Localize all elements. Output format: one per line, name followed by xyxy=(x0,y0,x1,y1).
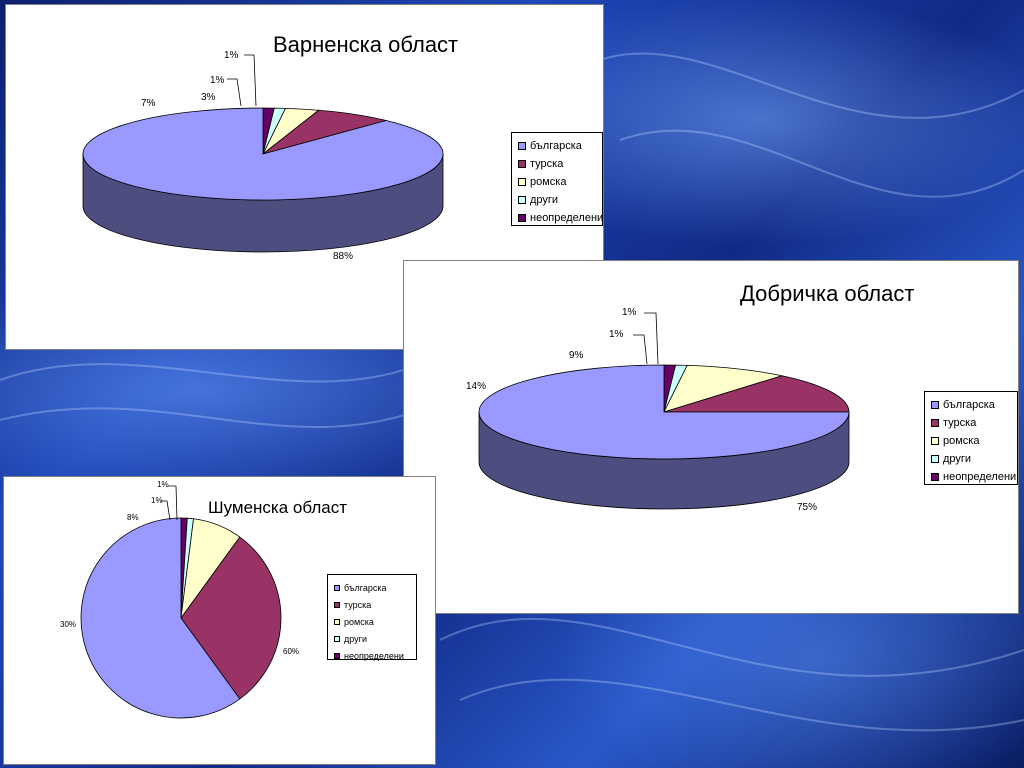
legend-label-turkish: турска xyxy=(530,158,564,170)
chart-title-dobrich: Добричка област xyxy=(740,281,915,306)
legend-label-turkish: турска xyxy=(344,599,372,610)
pie-chart-dobrich xyxy=(478,312,850,510)
data-label-undetermined: 1% xyxy=(224,50,239,61)
legend-label-bulgarian: българска xyxy=(943,399,995,411)
legend-swatch-turkish xyxy=(518,160,526,168)
chart-legend-shumen: българска турска ромска други неопределени xyxy=(327,574,417,661)
pie-slice-roma xyxy=(663,364,783,413)
legend-swatch-other xyxy=(931,455,939,463)
data-label-other: 1% xyxy=(609,329,624,340)
data-label-bulgarian: 60% xyxy=(283,647,300,656)
legend-item-bulgarian: българска xyxy=(931,396,1017,414)
legend-label-roma: ромска xyxy=(344,616,374,627)
chart-panel-shumen: Шуменска област 60% 30% 8% 1% 1% българска ту… xyxy=(3,476,436,765)
legend-item-undetermined: неопределени xyxy=(518,209,604,227)
pie-slice-bulgarian xyxy=(82,107,444,201)
pie-slice-turkish xyxy=(180,536,282,700)
legend-label-bulgarian: българска xyxy=(344,582,387,593)
legend-swatch-other xyxy=(334,635,340,642)
legend-label-undetermined: неопределени xyxy=(344,650,404,661)
leader-line-undetermined xyxy=(644,312,659,365)
data-label-other: 1% xyxy=(151,496,163,505)
legend-label-other: други xyxy=(344,633,367,644)
leader-line-other xyxy=(633,334,648,365)
leader-line-other xyxy=(161,500,171,521)
legend-label-roma: ромска xyxy=(530,176,567,188)
legend-swatch-roma xyxy=(931,437,939,445)
pie-slice-bulgarian xyxy=(80,517,241,719)
chart-title-shumen: Шуменска област xyxy=(208,498,347,517)
legend-item-bulgarian: българска xyxy=(334,579,416,596)
legend-label-undetermined: неопределени xyxy=(530,212,604,224)
data-label-bulgarian: 75% xyxy=(797,502,818,513)
data-label-undetermined: 1% xyxy=(157,480,169,489)
legend-item-other: други xyxy=(931,450,1017,468)
legend-item-other: други xyxy=(334,630,416,647)
legend-swatch-bulgarian xyxy=(931,401,939,409)
legend-label-undetermined: неопределени xyxy=(943,471,1017,483)
legend-item-roma: ромска xyxy=(931,432,1017,450)
legend-label-roma: ромска xyxy=(943,435,980,447)
legend-item-undetermined: неопределени xyxy=(931,468,1017,486)
data-label-roma: 9% xyxy=(569,350,584,361)
pie-slice-bulgarian xyxy=(478,364,850,460)
legend-swatch-undetermined xyxy=(931,473,939,481)
legend-label-other: други xyxy=(943,453,972,465)
legend-item-roma: ромска xyxy=(518,173,602,191)
data-label-turkish: 7% xyxy=(141,98,156,109)
leader-line-undetermined xyxy=(168,485,178,521)
data-label-bulgarian: 88% xyxy=(333,251,354,262)
legend-swatch-turkish xyxy=(334,601,340,608)
chart-panel-dobrich: Добричка област 75% 14% 9% 1% 1% българска ту… xyxy=(403,260,1019,614)
legend-swatch-roma xyxy=(334,618,340,625)
legend-item-undetermined: неопределени xyxy=(334,647,416,664)
data-label-other: 1% xyxy=(210,75,225,86)
legend-swatch-roma xyxy=(518,178,526,186)
legend-swatch-other xyxy=(518,196,526,204)
data-label-roma: 8% xyxy=(127,513,139,522)
data-label-turkish: 14% xyxy=(466,381,487,392)
legend-item-turkish: турска xyxy=(334,596,416,613)
legend-item-bulgarian: българска xyxy=(518,137,602,155)
chart-legend-varna: българска турска ромска други неопределени xyxy=(511,132,603,226)
legend-item-other: други xyxy=(518,191,602,209)
legend-swatch-undetermined xyxy=(334,652,340,659)
legend-label-turkish: турска xyxy=(943,417,977,429)
pie-chart-varna xyxy=(82,54,444,253)
legend-swatch-bulgarian xyxy=(334,584,340,591)
chart-legend-dobrich: българска турска ромска други неопределени xyxy=(924,391,1018,485)
legend-item-turkish: турска xyxy=(931,414,1017,432)
chart-title-varna: Варненска област xyxy=(273,32,459,57)
data-label-roma: 3% xyxy=(201,92,216,103)
leader-line-undetermined xyxy=(244,54,257,107)
data-label-undetermined: 1% xyxy=(622,307,637,318)
legend-swatch-undetermined xyxy=(518,214,526,222)
legend-label-bulgarian: българска xyxy=(530,140,582,152)
legend-item-turkish: турска xyxy=(518,155,602,173)
legend-swatch-bulgarian xyxy=(518,142,526,150)
legend-swatch-turkish xyxy=(931,419,939,427)
legend-item-roma: ромска xyxy=(334,613,416,630)
pie-chart-shumen xyxy=(80,485,282,719)
legend-label-other: други xyxy=(530,194,559,206)
data-label-turkish: 30% xyxy=(60,620,77,629)
pie-slice-turkish xyxy=(663,375,850,413)
leader-line-other xyxy=(227,78,242,107)
